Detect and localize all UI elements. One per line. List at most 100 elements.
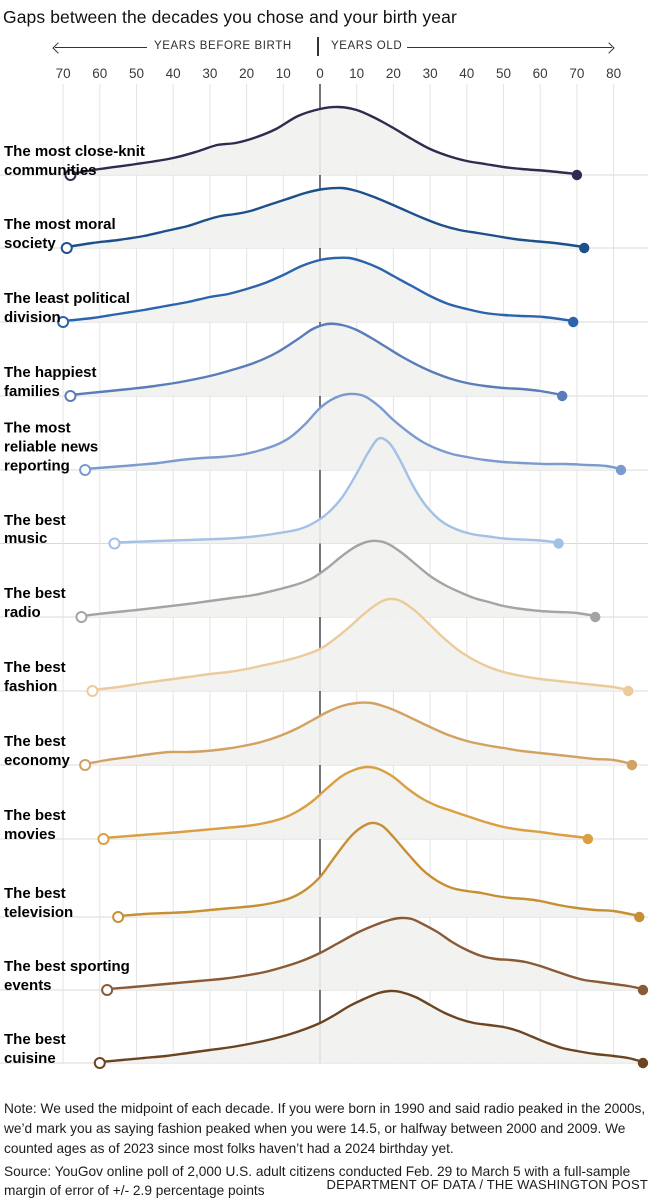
tick-label: 40 (166, 66, 181, 81)
density-curve (83, 701, 634, 766)
row-label-best-music: The best music (4, 511, 66, 548)
density-fill (81, 540, 596, 617)
density-fill (66, 187, 585, 248)
tick-label: 30 (423, 66, 438, 81)
page-title: Gaps between the decades you chose and y… (3, 7, 457, 27)
start-dot (112, 911, 125, 923)
series-best-television (112, 821, 645, 923)
density-fill (118, 822, 640, 917)
end-dot (579, 242, 590, 254)
density-curve (65, 186, 586, 249)
density-curve (80, 539, 597, 618)
axis-label-years-old: YEARS OLD (331, 40, 403, 52)
series-moral-society (60, 186, 590, 254)
axis-divider (317, 37, 319, 56)
end-dot (582, 833, 594, 845)
series-best-radio (75, 539, 601, 623)
start-dot (60, 242, 73, 254)
start-dot (57, 316, 70, 328)
start-dot (93, 1057, 106, 1069)
tick-label: 40 (459, 66, 474, 81)
tick-label: 0 (316, 66, 324, 81)
density-curve (113, 436, 560, 544)
density-fill (114, 438, 559, 544)
end-dot (553, 538, 564, 549)
end-dot (626, 759, 638, 771)
series-best-movies (97, 765, 594, 845)
density-fill (85, 702, 633, 765)
tick-label: 60 (92, 66, 107, 81)
row-label-best-cuisine: The best cuisine (4, 1031, 66, 1068)
start-dot (64, 169, 77, 181)
tick-label: 20 (239, 66, 254, 81)
series-best-cuisine (93, 989, 649, 1069)
end-dot (571, 169, 583, 181)
end-dot (557, 390, 568, 402)
series-reliable-news-reporting (79, 392, 627, 476)
density-fill (107, 917, 644, 990)
ridgeline-chart: 70 60 50 40 30 20 10 0 10 20 30 40 50 60 70 80 (0, 66, 649, 1069)
density-curve (69, 105, 579, 176)
tick-label: 20 (386, 66, 401, 81)
series-happiest-families (64, 322, 568, 402)
end-dot (637, 1057, 649, 1069)
note-text: Note: We used the midpoint of each decad… (4, 1101, 646, 1156)
row-label-best-radio: The best radio (4, 585, 66, 622)
density-curve (91, 597, 630, 692)
density-curve (69, 322, 564, 397)
density-fill (70, 106, 577, 175)
arrow-right-icon (407, 42, 615, 54)
start-dot (101, 984, 114, 996)
density-curve (61, 256, 575, 323)
tick-label: 80 (606, 66, 621, 81)
row-label-best-television: The best television (4, 885, 74, 922)
tick-label: 70 (569, 66, 584, 81)
tick-label: 10 (276, 66, 291, 81)
row-label-best-fashion: The best fashion (4, 659, 66, 696)
density-curve (105, 916, 645, 991)
tick-label: 10 (349, 66, 364, 81)
series-best-economy (79, 701, 638, 771)
end-dot (637, 984, 649, 996)
density-fill (85, 393, 621, 470)
row-label-least-political-division: The least political division (4, 290, 130, 327)
end-dot (615, 464, 627, 476)
row-label-moral-society: The most moral society (4, 216, 116, 253)
row-label-happiest-families: The happiest families (4, 364, 97, 401)
density-curve (83, 392, 623, 471)
tick-label: 50 (496, 66, 511, 81)
density-curve (102, 765, 590, 840)
start-dot (79, 464, 92, 476)
series-best-music (108, 436, 564, 550)
tick-label: 70 (56, 66, 71, 81)
density-curve (116, 821, 641, 918)
tick-label: 30 (202, 66, 217, 81)
end-dot (590, 611, 601, 623)
source-text: Source: YouGov online poll of 2,000 U.S.… (4, 1164, 631, 1199)
start-dot (97, 833, 110, 845)
series-best-sporting-events (101, 916, 649, 996)
end-dot (634, 911, 645, 923)
density-curve (98, 989, 645, 1064)
start-dot (79, 759, 92, 771)
series-least-political-division (57, 256, 579, 328)
density-fill (103, 767, 588, 839)
row-label-best-movies: The best movies (4, 807, 66, 844)
arrow-left-icon (52, 42, 147, 54)
start-dot (75, 611, 88, 623)
row-label-best-economy: The best economy (4, 733, 70, 770)
series-close-knit-communities (64, 105, 583, 181)
axis-label-years-before-birth: YEARS BEFORE BIRTH (154, 40, 292, 52)
row-label-reliable-news-reporting: The most reliable news reporting (4, 419, 99, 475)
credit-text: DEPARTMENT OF DATA / THE WASHINGTON POST (326, 1177, 648, 1192)
series-best-fashion (86, 597, 634, 697)
start-dot (64, 390, 77, 402)
end-dot (623, 685, 634, 697)
tick-label: 50 (129, 66, 144, 81)
end-dot (568, 316, 579, 328)
density-fill (92, 598, 629, 691)
start-dot (108, 537, 121, 550)
row-label-best-sporting-events: The best sporting events (4, 958, 130, 995)
density-fill (70, 323, 563, 396)
